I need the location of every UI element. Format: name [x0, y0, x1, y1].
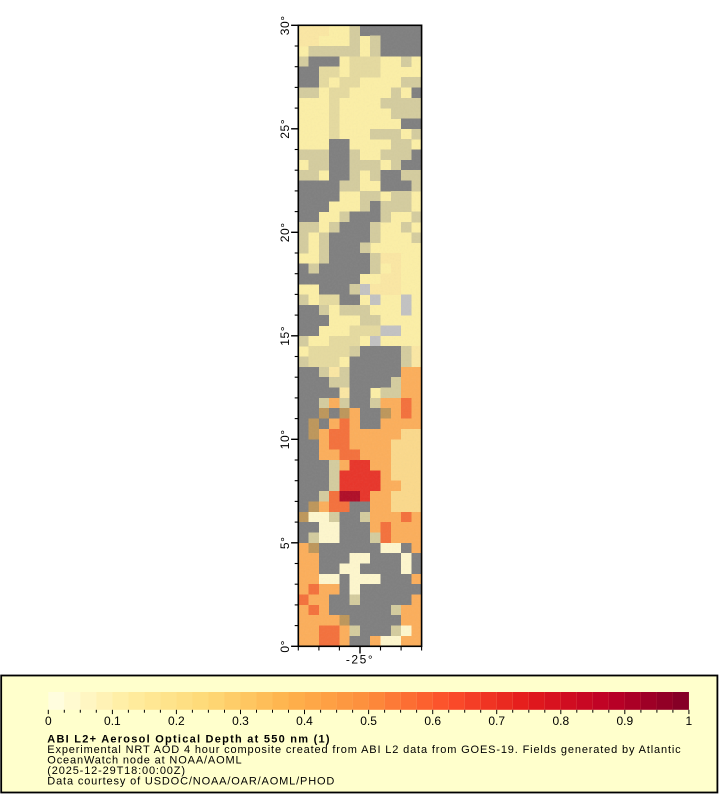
svg-text:1: 1 — [686, 714, 693, 728]
svg-text:0.2: 0.2 — [168, 714, 185, 728]
svg-text:30°: 30° — [278, 15, 292, 35]
svg-text:Data courtesy of USDOC/NOAA/OA: Data courtesy of USDOC/NOAA/OAR/AOML/PHO… — [47, 776, 335, 788]
svg-text:10°: 10° — [278, 429, 292, 449]
svg-text:0.5: 0.5 — [360, 714, 377, 728]
svg-text:0.9: 0.9 — [616, 714, 633, 728]
svg-text:0: 0 — [45, 714, 52, 728]
svg-text:0.7: 0.7 — [488, 714, 505, 728]
svg-text:Experimental NRT AOD 4 hour co: Experimental NRT AOD 4 hour composite cr… — [47, 744, 681, 756]
svg-text:0.3: 0.3 — [232, 714, 249, 728]
svg-text:(2025-12-29T18:00:00Z): (2025-12-29T18:00:00Z) — [47, 765, 186, 777]
svg-text:ABI L2+ Aerosol Optical Depth: ABI L2+ Aerosol Optical Depth at 550 nm … — [47, 733, 330, 745]
svg-text:15°: 15° — [278, 326, 292, 346]
svg-text:0°: 0° — [278, 640, 292, 653]
svg-text:0.4: 0.4 — [296, 714, 313, 728]
svg-text:0.6: 0.6 — [424, 714, 441, 728]
svg-text:20°: 20° — [278, 222, 292, 242]
svg-text:-25°: -25° — [346, 653, 374, 667]
svg-text:OceanWatch node at NOAA/AOML: OceanWatch node at NOAA/AOML — [47, 755, 242, 767]
svg-text:5°: 5° — [278, 536, 292, 549]
svg-text:0.8: 0.8 — [552, 714, 569, 728]
svg-text:25°: 25° — [278, 119, 292, 139]
svg-text:0.1: 0.1 — [104, 714, 121, 728]
